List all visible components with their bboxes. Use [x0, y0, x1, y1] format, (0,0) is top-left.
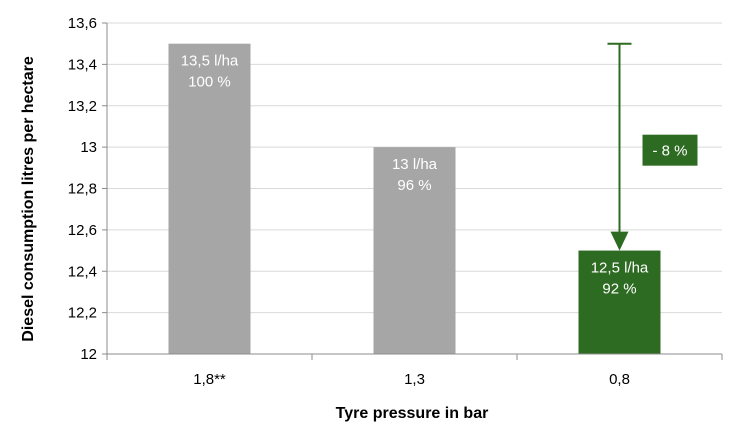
y-tick-label: 12,8 — [68, 181, 97, 198]
y-tick-label: 13,6 — [68, 15, 97, 32]
arrow-head-icon — [610, 231, 629, 251]
x-tick-label: 0,8 — [609, 371, 630, 388]
y-axis-title: Diesel consumption litres per hectare — [20, 56, 37, 342]
x-tick-label: 1,8** — [193, 371, 226, 388]
annotation-label: - 8 % — [652, 143, 687, 160]
y-tick-label: 13,4 — [68, 56, 97, 73]
reduction-annotation: - 8 % — [607, 42, 698, 251]
x-axis: 1,8** 1,3 0,8 — [106, 353, 723, 388]
y-tick-label: 12 — [80, 346, 97, 363]
y-tick-label: 13,2 — [68, 98, 97, 115]
bar-data-label: 96 % — [397, 177, 431, 194]
x-tick-label: 1,3 — [404, 371, 425, 388]
bar-data-label: 13 l/ha — [392, 156, 438, 173]
y-tick-label: 12,6 — [68, 222, 97, 239]
bar-data-label: 92 % — [602, 281, 636, 298]
annotation-box — [642, 134, 698, 166]
bar — [578, 250, 661, 354]
y-tick-label: 12,4 — [68, 263, 97, 280]
bar-data-label: 100 % — [188, 74, 231, 91]
y-tick-label: 12,2 — [68, 305, 97, 322]
y-tick-label: 13 — [80, 139, 97, 156]
bar-data-label: 13,5 l/ha — [181, 53, 239, 70]
bar — [168, 43, 251, 354]
x-axis-title: Tyre pressure in bar — [336, 405, 489, 422]
bar-data-label: 12,5 l/ha — [591, 260, 649, 277]
y-axis: 12 12,2 12,4 12,6 12,8 13 13,2 13,4 13,6 — [68, 15, 108, 363]
bar — [373, 147, 456, 354]
bars: 13,5 l/ha 100 % 13 l/ha 96 % 12,5 l/ha 92 % — [168, 43, 661, 354]
